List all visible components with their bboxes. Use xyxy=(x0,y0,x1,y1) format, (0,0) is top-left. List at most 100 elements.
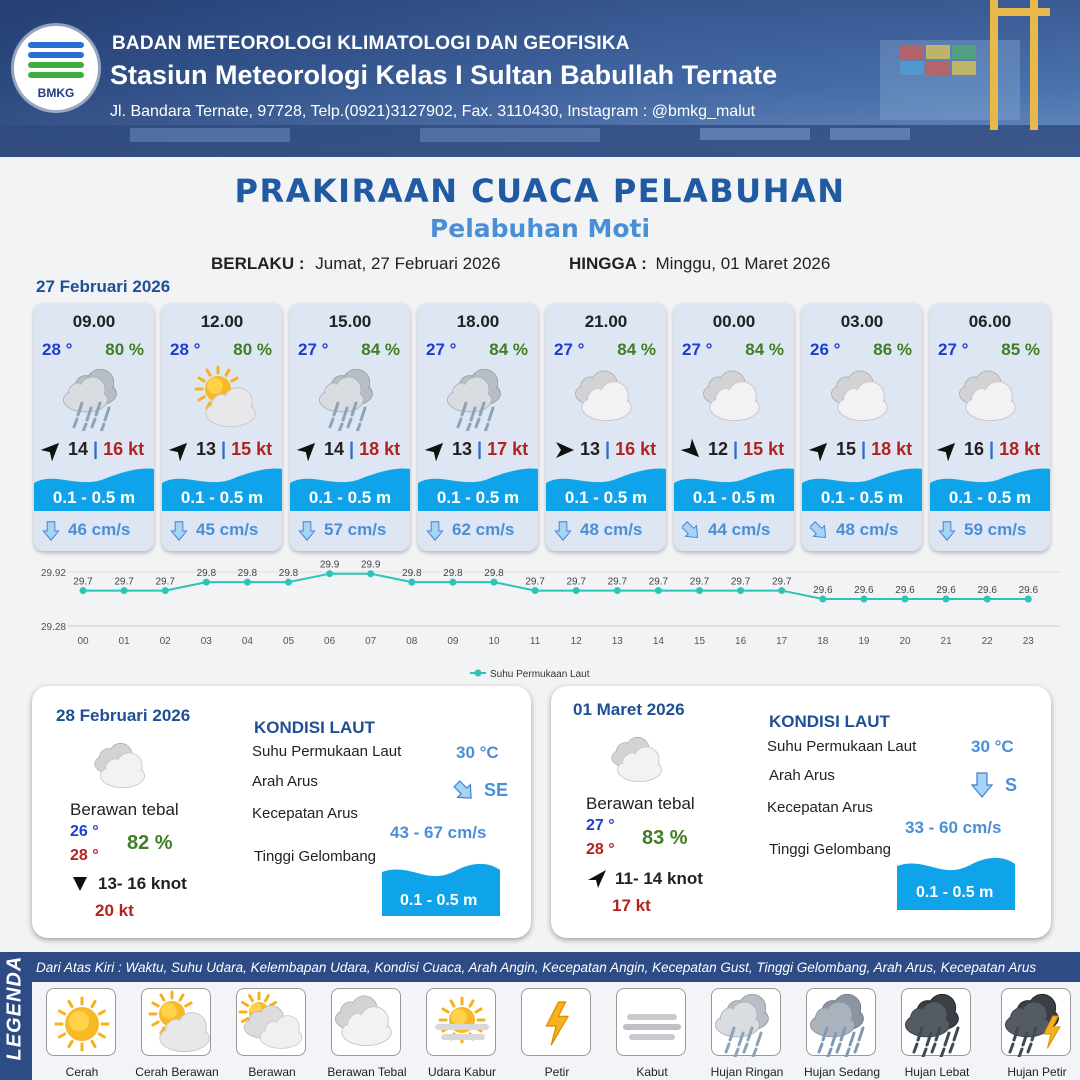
wave-height-label: Tinggi Gelombang xyxy=(769,841,892,858)
x-tick-label: 21 xyxy=(941,636,953,647)
weather-icon xyxy=(702,370,760,422)
wave-shape xyxy=(930,468,1050,511)
legend-item-hujan-ringan: Hujan Ringan xyxy=(711,988,783,1079)
current-speed: 62 cm/s xyxy=(452,520,515,539)
data-label: 29.8 xyxy=(402,568,422,579)
x-tick-label: 18 xyxy=(817,636,829,647)
separator: | xyxy=(472,438,488,459)
forecast-temp: 27 ° xyxy=(682,340,713,359)
legend-item-label: Cerah xyxy=(65,1065,99,1079)
wave-shape xyxy=(382,863,500,916)
x-tick-label: 11 xyxy=(530,636,541,647)
forecast-card: 15.00 27 ° 84 % 14 | 18 kt 0.1 - 0.5 m 5… xyxy=(290,303,410,551)
wave-shape xyxy=(674,468,794,511)
wave-height: 0.1 - 0.5 m xyxy=(180,488,264,507)
legend-item-berawan-tebal: Berawan Tebal xyxy=(327,988,407,1079)
legend-icon-box xyxy=(331,988,401,1056)
separator: | xyxy=(984,438,1000,459)
legend-icon-box xyxy=(806,988,876,1059)
data-label: 29.8 xyxy=(484,568,504,579)
hujan-sedang-icon xyxy=(809,993,865,1059)
panel-condition: Berawan tebal xyxy=(70,800,179,819)
data-point xyxy=(778,587,786,595)
valid-to-label: HINGGA : xyxy=(569,254,647,273)
data-label: 29.7 xyxy=(525,577,545,588)
bmkg-logo: BMKG xyxy=(14,26,98,110)
data-label: 29.7 xyxy=(73,577,93,588)
wave-shape xyxy=(897,857,1015,910)
wind-speed: 13 xyxy=(580,438,601,459)
forecast-humidity: 84 % xyxy=(745,340,784,359)
forecast-current: 44 cm/s xyxy=(682,520,770,541)
legend-icon-box xyxy=(711,988,781,1059)
separator: | xyxy=(216,438,232,459)
legend-label: Suhu Permukaan Laut xyxy=(490,669,590,680)
data-label: 29.8 xyxy=(443,568,463,579)
forecast-wind: 16 | 18 kt xyxy=(936,438,1046,462)
legend-item-label: Udara Kabur xyxy=(427,1065,497,1079)
forecast-current: 59 cm/s xyxy=(938,520,1026,541)
legend-icon-box xyxy=(521,988,591,1056)
day-panel-01mar: 01 Maret 2026 Berawan tebal 27 ° 28 ° 83… xyxy=(551,686,1051,938)
arrow-down-right-icon xyxy=(453,780,472,799)
data-point xyxy=(572,587,580,595)
current-speed-label: Kecepatan Arus xyxy=(252,805,358,822)
wind-arrow-icon xyxy=(73,877,87,891)
current-speed: 44 cm/s xyxy=(708,520,771,539)
sst-value: 30 °C xyxy=(971,737,1014,756)
wave-height: 0.1 - 0.5 m xyxy=(436,488,520,507)
legend-item-kabut: Kabut xyxy=(616,988,688,1079)
series-line xyxy=(83,572,1029,600)
wind-arrow-icon xyxy=(588,870,606,888)
legend-marker xyxy=(474,669,482,677)
panel-temp-max: 28 ° xyxy=(586,841,615,858)
current-speed: 46 cm/s xyxy=(68,520,131,539)
data-point xyxy=(983,595,991,603)
panel-temp-max: 28 ° xyxy=(70,847,99,864)
x-tick-label: 20 xyxy=(899,636,911,647)
forecast-wind: 14 | 18 kt xyxy=(296,438,406,462)
separator: | xyxy=(88,438,104,459)
valid-to-value: Minggu, 01 Maret 2026 xyxy=(655,254,831,273)
x-tick-label: 01 xyxy=(119,636,131,647)
current-dir-label: Arah Arus xyxy=(769,767,835,784)
legend-icon-box xyxy=(141,988,211,1056)
wave-shape xyxy=(34,468,154,511)
logo-text: BMKG xyxy=(37,86,75,100)
weather-icon xyxy=(574,370,632,422)
forecast-wind: 13 | 17 kt xyxy=(424,438,534,462)
panel-temp-min: 26 ° xyxy=(70,823,99,840)
port-name: Pelabuhan Moti xyxy=(429,214,651,243)
x-tick-label: 09 xyxy=(447,636,459,647)
legend-icon-box xyxy=(901,988,971,1059)
current-speed: 59 cm/s xyxy=(964,520,1027,539)
data-label: 29.6 xyxy=(977,585,997,596)
wind-arrow-icon xyxy=(556,442,574,458)
data-point xyxy=(860,595,868,603)
forecast-humidity: 85 % xyxy=(1001,340,1040,359)
day-panel-28feb: 28 Februari 2026 Berawan tebal 26 ° 28 °… xyxy=(32,686,531,938)
berawan-icon xyxy=(238,991,303,1049)
data-point xyxy=(901,595,909,603)
legend-item-label: Cerah Berawan xyxy=(135,1065,219,1079)
current-speed-label: Kecepatan Arus xyxy=(767,799,873,816)
gust-speed: 18 kt xyxy=(999,438,1041,459)
data-point xyxy=(490,578,498,586)
current-speed-value: 43 - 67 cm/s xyxy=(390,823,487,842)
x-tick-label: 17 xyxy=(776,636,788,647)
gust-speed: 18 kt xyxy=(871,438,913,459)
data-label: 29.9 xyxy=(320,560,340,571)
weather-icon xyxy=(446,368,501,431)
legend-item-cerah: Cerah xyxy=(46,988,118,1079)
legend-item-label: Berawan Tebal xyxy=(327,1065,407,1079)
current-arrow-icon xyxy=(938,520,956,541)
wind-arrow-icon xyxy=(424,442,444,462)
current-arrow-icon xyxy=(42,520,60,541)
wind-arrow-icon xyxy=(680,438,700,458)
wave-height-value: 0.1 - 0.5 m xyxy=(400,892,478,909)
forecast-temp: 27 ° xyxy=(426,340,457,359)
legend: LEGENDA Dari Atas Kiri : Waktu, Suhu Uda… xyxy=(0,952,1080,1080)
x-tick-label: 13 xyxy=(612,636,624,647)
wave-height-value: 0.1 - 0.5 m xyxy=(916,884,994,901)
sea-condition-title: KONDISI LAUT xyxy=(254,718,375,737)
